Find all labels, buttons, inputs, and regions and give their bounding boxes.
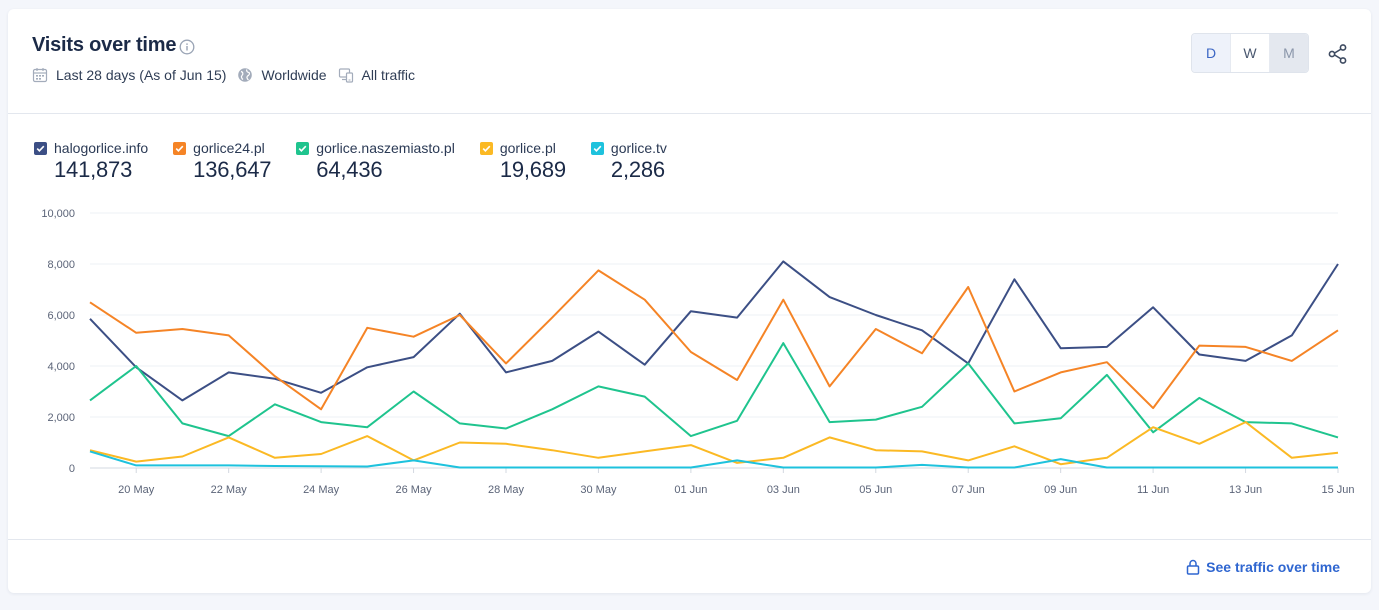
x-tick-label: 24 May	[303, 484, 340, 496]
region-label: Worldwide	[261, 67, 327, 83]
series-line-2	[89, 269, 1339, 411]
globe-icon	[238, 68, 253, 82]
visits-over-time-card: Visits over time Last 28 days (As of Jun…	[8, 9, 1371, 593]
legend-item-gorlice24[interactable]: gorlice24.pl 136,647	[173, 140, 271, 183]
card-title: Visits over time	[32, 34, 177, 56]
y-tick-label: 0	[69, 463, 75, 475]
legend-checkbox[interactable]	[296, 141, 310, 155]
legend-site-name: gorlice.pl	[499, 140, 556, 156]
filter-summary: Last 28 days (As of Jun 15) Worldwide Al…	[32, 67, 426, 83]
chart-legend: halogorlice.info 141,873 gorlice24.pl 13…	[34, 140, 692, 183]
info-icon[interactable]	[179, 39, 195, 55]
x-tick-label: 22 May	[211, 484, 248, 496]
calendar-icon	[32, 68, 48, 83]
visits-line-chart: 0 2,000 4,000 6,000 8,000 10,000 20 May 22 May 2…	[41, 208, 1354, 496]
x-tick-label: 07 Jun	[952, 484, 985, 496]
legend-site-name: halogorlice.info	[54, 140, 149, 156]
legend-site-name: gorlice.naszemiasto.pl	[316, 140, 455, 156]
legend-item-gorlice-tv[interactable]: gorlice.tv 2,286	[590, 140, 667, 183]
y-tick-label: 2,000	[47, 412, 75, 424]
cta-label: See traffic over time	[1206, 559, 1340, 575]
y-tick-label: 8,000	[47, 259, 75, 271]
y-tick-label: 4,000	[47, 361, 75, 373]
x-tick-label: 09 Jun	[1044, 484, 1077, 496]
legend-item-naszemiasto[interactable]: gorlice.naszemiasto.pl 64,436	[296, 140, 455, 183]
legend-total: 64,436	[316, 157, 383, 182]
lock-icon	[1186, 559, 1200, 575]
legend-site-name: gorlice.tv	[610, 140, 667, 156]
period-label: Last 28 days (As of Jun 15)	[56, 67, 227, 83]
y-tick-label: 6,000	[47, 310, 75, 322]
series-line-1	[89, 260, 1339, 402]
granularity-week-button[interactable]: W	[1230, 34, 1270, 72]
traffic-label: All traffic	[361, 67, 415, 83]
share-icon[interactable]	[1326, 42, 1350, 66]
legend-site-name: gorlice24.pl	[193, 140, 265, 156]
series-line-4	[89, 421, 1339, 466]
x-tick-label: 15 Jun	[1321, 484, 1354, 496]
legend-checkbox[interactable]	[590, 141, 604, 155]
card-footer: See traffic over time	[8, 539, 1371, 594]
see-traffic-over-time-link[interactable]: See traffic over time	[1186, 559, 1340, 575]
legend-checkbox[interactable]	[34, 141, 47, 155]
granularity-toggle: D W M	[1191, 33, 1309, 73]
devices-icon	[338, 68, 353, 83]
legend-checkbox[interactable]	[173, 141, 187, 155]
x-tick-label: 20 May	[118, 484, 155, 496]
x-tick-label: 03 Jun	[767, 484, 800, 496]
x-tick-label: 13 Jun	[1229, 484, 1262, 496]
x-tick-label: 01 Jun	[674, 484, 707, 496]
legend-checkbox[interactable]	[479, 141, 493, 155]
granularity-month-button: M	[1270, 34, 1308, 72]
series-line-5	[89, 450, 1338, 469]
series-line-3	[89, 342, 1339, 439]
x-tick-label: 30 May	[580, 484, 617, 496]
granularity-day-button[interactable]: D	[1192, 34, 1230, 72]
legend-item-halogorlice[interactable]: halogorlice.info 141,873	[34, 140, 148, 183]
card-header: Visits over time Last 28 days (As of Jun…	[8, 9, 1371, 114]
legend-total: 19,689	[499, 157, 566, 182]
x-tick-label: 28 May	[488, 484, 525, 496]
legend-total: 2,286	[610, 157, 665, 182]
x-tick-label: 11 Jun	[1137, 484, 1169, 496]
x-tick-label: 05 Jun	[859, 484, 892, 496]
legend-total: 141,873	[54, 157, 133, 182]
legend-item-gorlice-pl[interactable]: gorlice.pl 19,689	[479, 140, 566, 183]
y-tick-label: 10,000	[41, 208, 75, 220]
x-tick-label: 26 May	[396, 484, 433, 496]
legend-total: 136,647	[193, 157, 272, 182]
